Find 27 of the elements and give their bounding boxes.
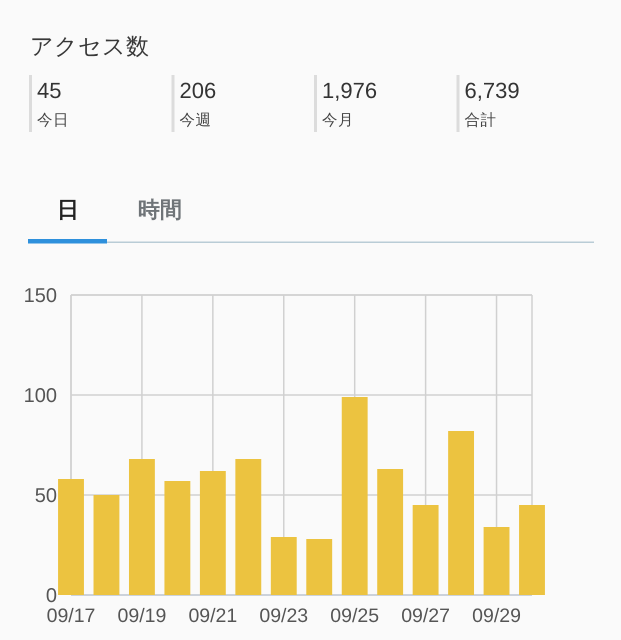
bar — [128, 459, 155, 595]
tabs: 日 時間 — [28, 197, 594, 244]
bar — [235, 459, 262, 595]
bar — [164, 481, 190, 595]
x-tick-label: 09/27 — [401, 605, 450, 627]
bar — [58, 479, 84, 595]
bar — [306, 539, 332, 595]
bar — [270, 537, 297, 595]
y-tick-label: 0 — [46, 585, 57, 607]
x-tick-label: 09/25 — [330, 605, 380, 627]
text: アクセス数 — [30, 33, 149, 59]
x-tick-label: 09/29 — [472, 605, 521, 627]
bar — [484, 527, 510, 595]
bar — [377, 469, 404, 595]
x-tick-label: 09/17 — [46, 605, 96, 627]
y-tick-label: 100 — [24, 385, 57, 407]
x-tick-label: 09/23 — [259, 605, 308, 627]
y-tick-label: 50 — [34, 485, 57, 507]
bar — [448, 431, 474, 595]
y-tick-label: 150 — [24, 285, 57, 307]
bar — [519, 505, 545, 595]
bar — [342, 397, 368, 595]
bar — [200, 471, 226, 595]
x-tick-label: 09/19 — [118, 605, 166, 627]
bar — [412, 505, 439, 595]
bar — [94, 495, 120, 595]
x-tick-label: 09/21 — [188, 605, 238, 627]
